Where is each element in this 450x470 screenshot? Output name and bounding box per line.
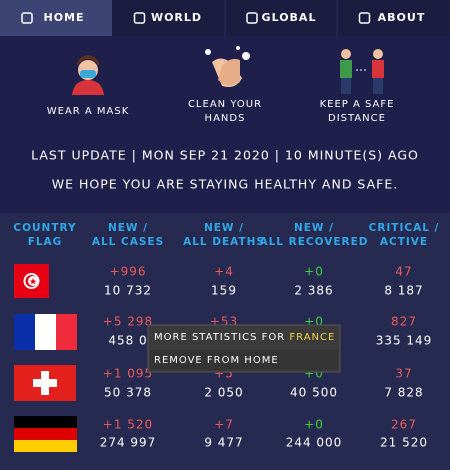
table-header: CRITICAL / ACTIVE	[369, 222, 440, 248]
message: WE HOPE YOU ARE STAYING HEALTHY AND SAFE…	[52, 177, 398, 192]
menu-more[interactable]: MORE STATISTICS FOR FRANCE	[154, 332, 335, 343]
new-value: +1 095	[103, 367, 153, 381]
tip-label: WEAR A MASK	[47, 106, 130, 117]
new-value: +4	[214, 265, 234, 279]
nav-icon	[246, 12, 258, 24]
mask-icon	[72, 55, 104, 95]
new-value: +7	[214, 418, 234, 432]
menu-more-text[interactable]: MORE STATISTICS FOR	[154, 332, 289, 343]
flag-france	[14, 314, 77, 350]
total-value: 244 000	[286, 436, 343, 450]
nav-item[interactable]: HOME	[43, 11, 84, 24]
total-value: 274 997	[100, 436, 157, 450]
table-header: NEW / ALL DEATHS	[183, 222, 265, 248]
total-value: 458 0	[108, 334, 147, 348]
total-value: 9 477	[204, 436, 243, 450]
new-value: 37	[395, 367, 412, 381]
menu-item-bg	[150, 350, 338, 370]
nav-item[interactable]: ABOUT	[378, 11, 426, 24]
nav-icon	[358, 12, 371, 24]
total-value: 7 828	[384, 386, 423, 400]
total-value: 2 386	[294, 284, 333, 298]
new-value: +996	[110, 265, 147, 279]
nav-icon	[133, 12, 146, 24]
nav-active	[0, 0, 112, 36]
tip-label: KEEP A SAFE DISTANCE	[320, 99, 395, 124]
new-value: +0	[304, 418, 324, 432]
last-update: LAST UPDATE | MON SEP 21 2020 | 10 MINUT…	[31, 148, 419, 163]
nav-icon	[21, 12, 33, 24]
total-value: 8 187	[384, 284, 423, 298]
total-value: 159	[211, 284, 237, 298]
nav-item[interactable]: GLOBAL	[262, 11, 317, 24]
hands-icon	[205, 46, 250, 87]
new-value: 267	[391, 418, 417, 432]
new-value: 47	[395, 265, 412, 279]
flag-tunisia	[14, 264, 49, 298]
nav-item[interactable]: WORLD	[151, 11, 202, 24]
total-value: 335 149	[376, 334, 433, 348]
distance-icon	[340, 49, 384, 94]
table-header: NEW / ALL CASES	[92, 222, 164, 248]
total-value: 2 050	[204, 386, 243, 400]
new-value: +5 298	[103, 315, 153, 329]
total-value: 50 378	[104, 386, 152, 400]
tip-label: CLEAN YOUR HANDS	[188, 99, 262, 124]
new-value: +0	[304, 265, 324, 279]
total-value: 21 520	[380, 436, 428, 450]
total-value: 10 732	[104, 284, 152, 298]
flag-switzerland	[14, 365, 76, 401]
menu-country[interactable]: FRANCE	[289, 332, 335, 343]
context-menu: MORE STATISTICS FOR FRANCE REMOVE FROM H…	[147, 324, 341, 373]
new-value: +1 520	[103, 418, 153, 432]
table-header: COUNTRY FLAG	[13, 222, 76, 248]
total-value: 40 500	[290, 386, 338, 400]
menu-remove[interactable]: REMOVE FROM HOME	[154, 355, 279, 366]
new-value: 827	[391, 315, 417, 329]
table-header: NEW / ALL RECOVERED	[259, 222, 368, 248]
flag-germany	[14, 416, 77, 452]
